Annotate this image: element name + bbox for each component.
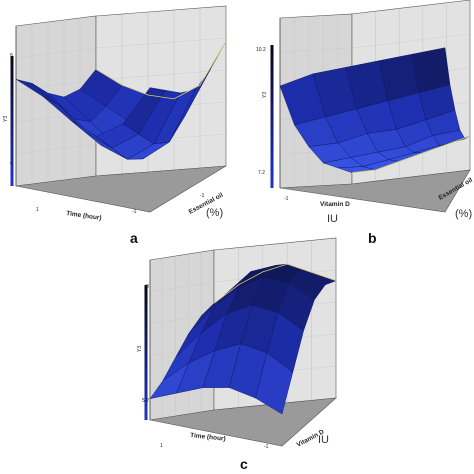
panel-b-letter: b: [368, 230, 377, 246]
panel-a: Y3 8 6 1 -1 -1 Time (hour) Essential oil…: [3, 5, 227, 246]
panel-c-surface: [149, 263, 337, 415]
panel-a-floor: [15, 165, 227, 213]
panel-b-ztick-top: 10.2: [256, 47, 266, 53]
surface-patch: [122, 87, 166, 135]
panel-c-xtick-right: -1: [264, 444, 269, 450]
panel-a-xtick-right: -1: [132, 209, 137, 215]
panel-a-letter: a: [130, 230, 138, 246]
panel-a-horizontal-gridline: [95, 37, 227, 49]
panel-b-horizontal-gridline: [279, 47, 353, 53]
panel-a-horizontal-gridline: [15, 143, 97, 155]
panel-c: Y3 8 5.2 1 -1 Time (hour) Vitamin D IU c: [137, 237, 337, 472]
panel-a-horizontal-gridline: [15, 47, 97, 59]
panel-b: Y3 10.2 7.2 -1 Vitamin D IU Essential oi…: [256, 0, 474, 246]
panel-c-zlabel: Y3: [137, 346, 143, 352]
panel-a-horizontal-gridline: [95, 69, 227, 81]
surface-patch: [411, 47, 451, 93]
panel-c-floor: [149, 397, 337, 447]
panel-a-color-scale: [10, 56, 14, 186]
surface-edge-line: [213, 263, 337, 304]
panel-a-zlabel: Y3: [3, 116, 9, 122]
panel-c-yunit: IU: [318, 434, 329, 446]
surface-edge-line: [95, 41, 227, 100]
panel-c-ztick-bottom: 5.2: [142, 398, 149, 404]
surface-edge-line: [351, 135, 471, 174]
panel-a-xlabel: Time (hour): [66, 210, 102, 222]
panel-b-zlabel: Y3: [262, 92, 268, 98]
panel-b-surface: [279, 47, 471, 174]
panel-b-xlabel: Vitamin D: [320, 201, 350, 208]
panel-b-yunit: (%): [455, 208, 472, 220]
surface-patch: [255, 352, 294, 415]
panel-c-color-scale: [144, 285, 148, 420]
panel-b-color-scale: [270, 45, 274, 188]
panel-c-xtick-left: 1: [160, 443, 163, 449]
panel-a-ytick: -1: [200, 193, 205, 199]
panel-b-ztick-bottom: 7.2: [258, 170, 265, 176]
panel-a-xtick-left: 1: [36, 207, 39, 213]
panel-b-xunit: IU: [327, 213, 338, 225]
panel-a-yunit: (%): [206, 207, 223, 219]
panel-b-floor: [279, 169, 471, 213]
panel-a-horizontal-gridline: [15, 79, 97, 91]
panel-a-ztick-bottom: 6: [10, 161, 13, 167]
panel-b-xtick: -1: [284, 196, 289, 202]
panel-b-horizontal-gridline: [351, 33, 471, 49]
panel-c-xlabel: Time (hour): [190, 432, 226, 443]
panel-c-letter: c: [240, 456, 248, 472]
panel-a-surface: [15, 41, 227, 160]
panel-c-ztick-top: 8: [146, 284, 149, 290]
panel-c-horizontal-gridline: [149, 281, 215, 293]
panel-a-ztick-top: 8: [10, 53, 13, 59]
